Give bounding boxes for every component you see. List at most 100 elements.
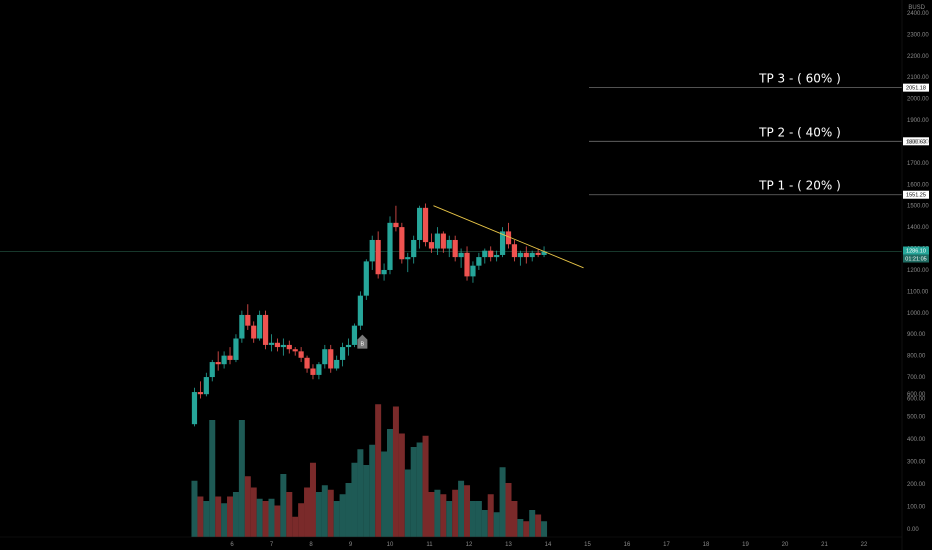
candle-body (452, 239, 458, 258)
candle (280, 338, 286, 356)
candle-body (274, 342, 281, 348)
candle (523, 246, 529, 264)
candle-body (239, 314, 245, 339)
tp-price-tag-text: 2051.18 (906, 86, 926, 92)
candle-body (351, 325, 358, 345)
price-tick-label: 1100.00 (907, 289, 929, 295)
volume-bar (446, 501, 453, 537)
volume-bar (535, 514, 542, 537)
candle-body (488, 250, 494, 258)
volume-bar (493, 512, 500, 537)
candle (499, 227, 506, 258)
volume-bar (333, 501, 340, 537)
tp-price-tag (903, 137, 929, 146)
alert-flag-icon[interactable]: B (357, 334, 368, 349)
candle-body (393, 222, 399, 228)
candle-body (476, 257, 482, 266)
volume-bar (274, 505, 281, 537)
candle (197, 381, 203, 399)
volume-bar (197, 496, 204, 537)
volume-bar (398, 433, 405, 537)
volume-bar (215, 496, 222, 537)
candle (494, 250, 500, 262)
candle (268, 334, 275, 352)
candle-body (541, 251, 547, 255)
price-tick-label: 2300.00 (907, 32, 929, 38)
volume-bars (191, 404, 548, 537)
price-axis[interactable]: 2400.00 2300.00 2200.00 2100.00 2000.00 1900.… (903, 11, 929, 533)
candle-body (209, 362, 215, 378)
volume-bar (375, 404, 382, 537)
x-tick-label: 9 (349, 542, 353, 548)
candle (369, 235, 375, 270)
candle (428, 233, 435, 253)
price-tick-label: 2400.00 (907, 11, 929, 17)
volume-bar (416, 442, 423, 537)
price-tick-label: 1900.00 (907, 118, 929, 124)
price-tick-label: 600.00 (907, 396, 926, 402)
candle (203, 372, 209, 397)
volume-bar (404, 469, 411, 537)
candle (529, 250, 535, 262)
candle-body (257, 314, 263, 339)
candle (476, 252, 482, 270)
candle-body (215, 362, 221, 365)
descending-trendline[interactable] (433, 205, 584, 269)
volume-bar (458, 480, 465, 537)
time-axis[interactable]: 6 7 8 9 10 11 12 13 14 15 16 17 18 19 20 21 22 (230, 542, 868, 548)
price-tick-label: 1400.00 (907, 225, 929, 231)
candle (191, 387, 198, 427)
x-tick-label: 8 (309, 542, 313, 548)
tp-label: TP 3 - ( 60% ) (758, 72, 841, 86)
candle-body (511, 244, 518, 258)
volume-bar (292, 516, 299, 537)
candle-body (334, 359, 340, 369)
volume-bar (298, 503, 305, 537)
price-tick-label: 2200.00 (907, 54, 929, 60)
price-tick-label: 1500.00 (907, 204, 929, 210)
candle-body (316, 364, 322, 375)
volume-bar (221, 503, 228, 537)
candle (298, 347, 304, 363)
x-tick-label: 16 (624, 542, 631, 548)
x-tick-label: 7 (270, 542, 274, 548)
candle (304, 355, 310, 373)
candle (363, 259, 369, 300)
volume-bar (250, 487, 257, 537)
x-tick-label: 15 (584, 542, 591, 548)
candle (239, 310, 245, 343)
candle (221, 351, 227, 369)
price-tick-label: 1000.00 (907, 311, 929, 317)
candle-body (203, 377, 209, 395)
tp-price-tag-text: 1800.63 (906, 139, 926, 145)
price-tick-label: 1200.00 (907, 268, 929, 274)
x-tick-label: 19 (742, 542, 749, 548)
candle (310, 364, 316, 380)
candle-body (369, 239, 375, 262)
candle-body (405, 257, 411, 260)
candle (505, 222, 512, 249)
candle-body (422, 207, 429, 243)
volume-tick-label: 100.00 (907, 505, 926, 511)
price-tick-label: 700.00 (907, 375, 926, 381)
price-tick-label: 1800.00 (907, 139, 929, 145)
candle (387, 216, 393, 275)
candle-body (523, 252, 529, 258)
candle-body (446, 239, 452, 249)
candle (209, 359, 215, 382)
volume-bar (256, 498, 263, 537)
candle (458, 248, 464, 268)
tp-price-tag-text: 1551.25 (906, 193, 926, 199)
candle-body (292, 349, 298, 352)
countdown-tag (903, 254, 929, 263)
candle (340, 342, 346, 367)
volume-bar (387, 429, 393, 537)
volume-bar (505, 483, 512, 537)
x-tick-label: 11 (426, 542, 433, 548)
candle (411, 235, 417, 264)
candle-body (328, 349, 334, 369)
candle (399, 222, 405, 264)
volume-bar (280, 474, 287, 537)
candle-body (298, 351, 304, 358)
